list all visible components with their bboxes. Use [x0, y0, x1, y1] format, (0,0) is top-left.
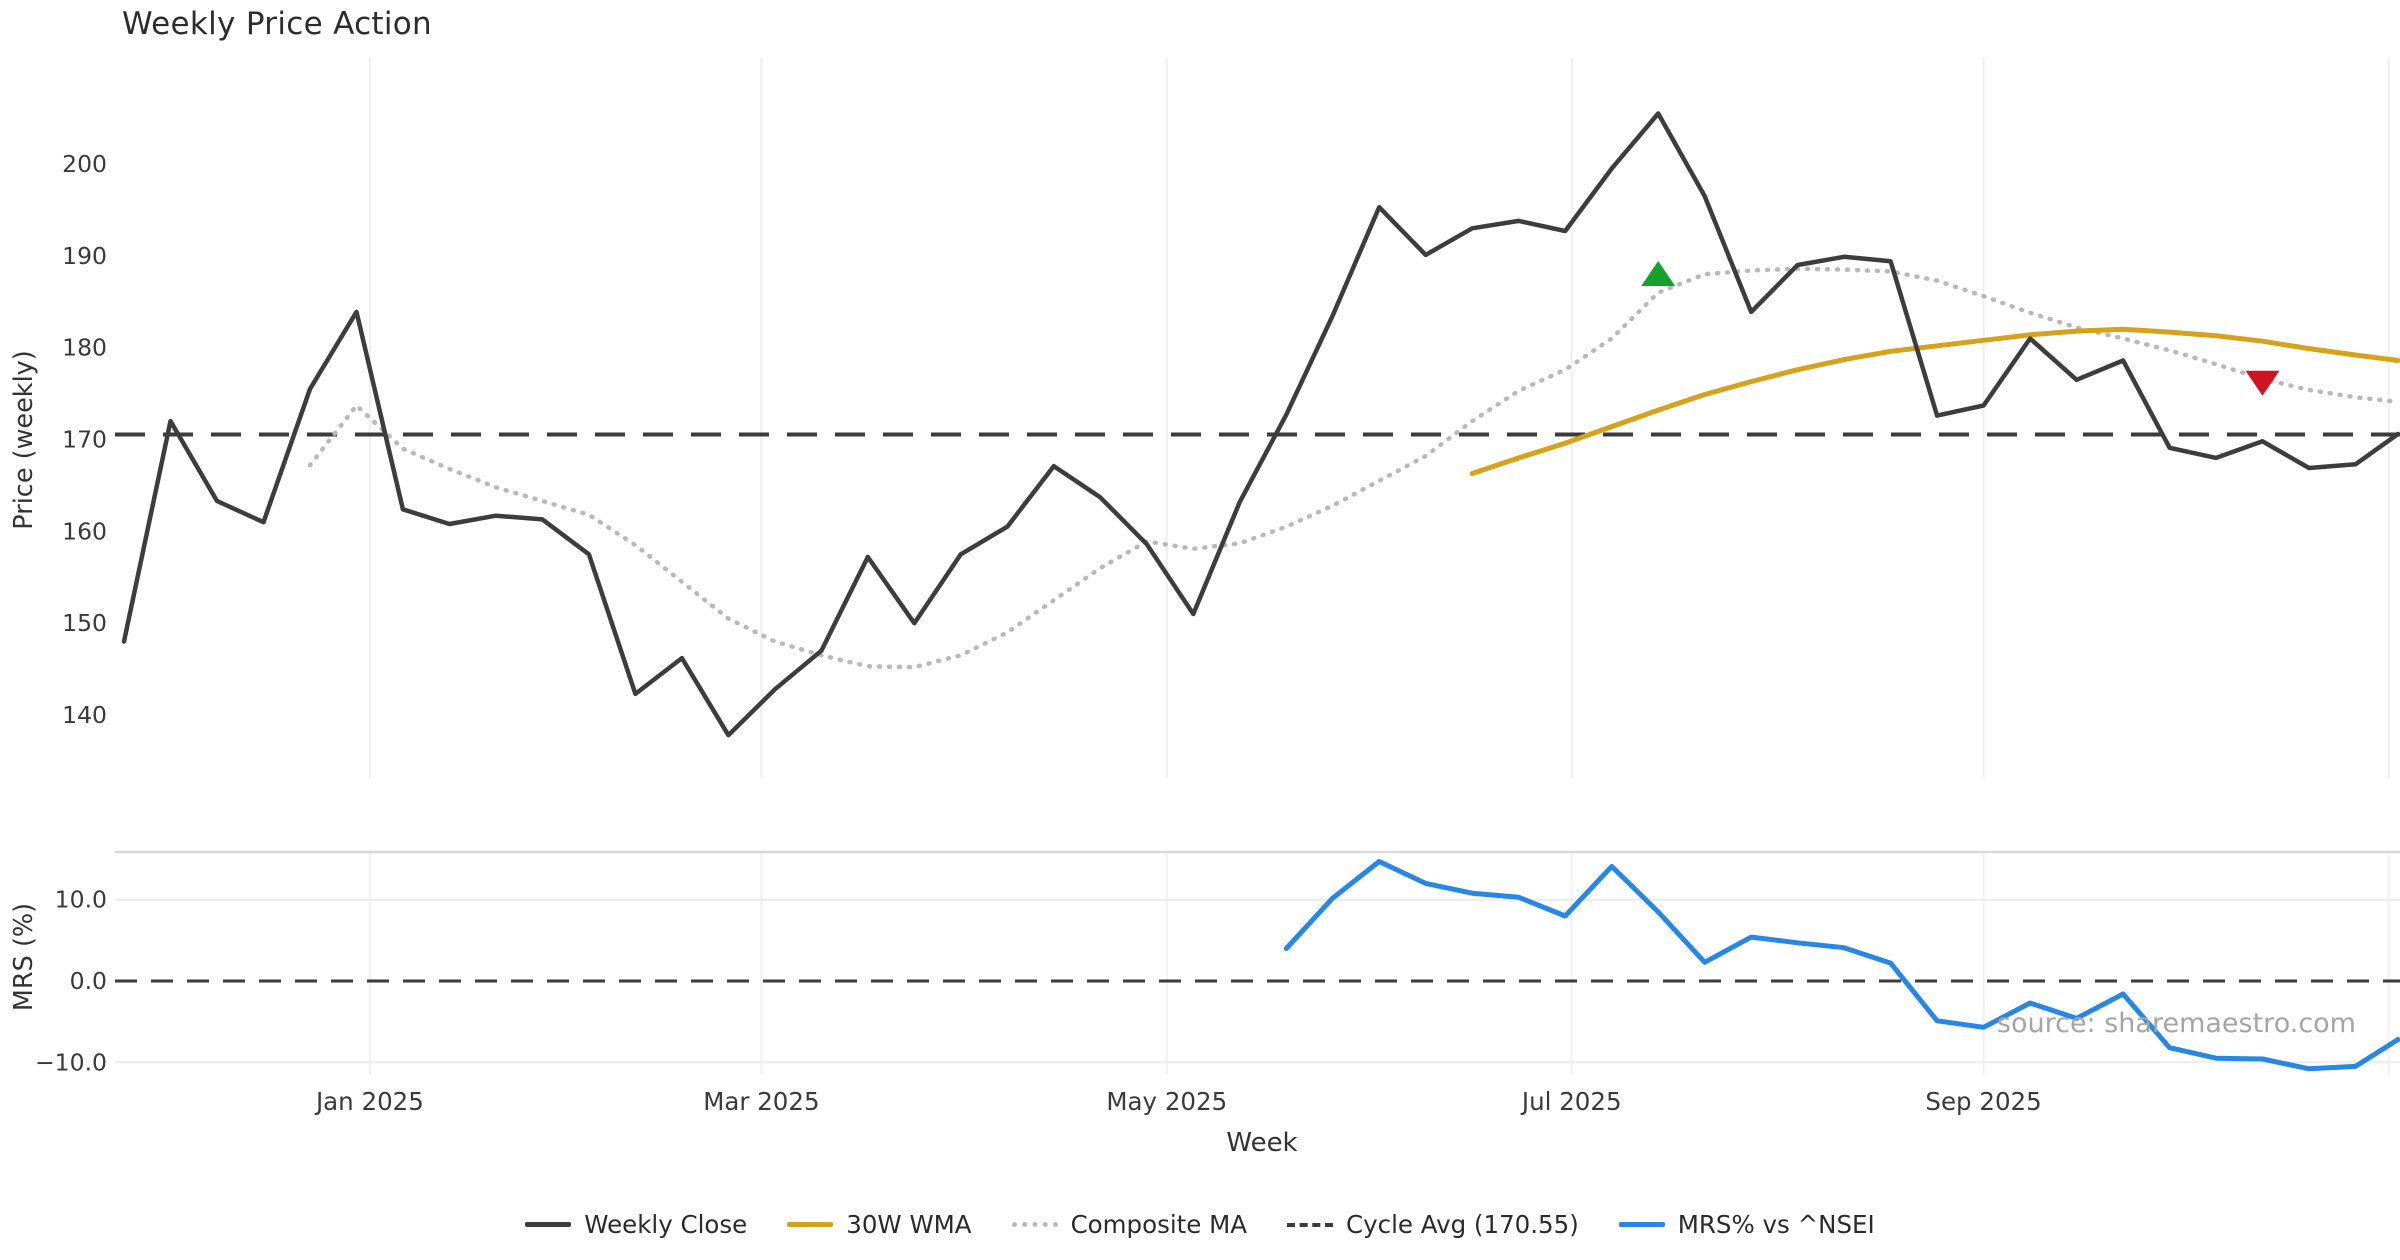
- legend-label: Weekly Close: [584, 1210, 748, 1239]
- price-y-tick-label: 160: [62, 517, 107, 545]
- mrs-y-tick-label: −10.0: [35, 1048, 107, 1076]
- mrs-y-tick-label: 10.0: [55, 886, 107, 914]
- x-axis-label: Week: [1226, 1128, 1298, 1158]
- price-y-tick-label: 180: [62, 334, 107, 362]
- legend-swatch-solid: [525, 1222, 572, 1227]
- legend-label: 30W WMA: [846, 1210, 972, 1239]
- price-y-tick-label: 190: [62, 242, 107, 270]
- page-title: Weekly Price Action: [122, 6, 433, 42]
- x-tick-label: May 2025: [1106, 1087, 1227, 1116]
- legend-item: 30W WMA: [787, 1210, 972, 1239]
- legend-swatch-dashed: [1287, 1222, 1334, 1227]
- mrs-line: [1283, 859, 2400, 1072]
- legend-item: Composite MA: [1011, 1210, 1248, 1239]
- legend-label: Composite MA: [1070, 1210, 1248, 1239]
- x-tick-label: Mar 2025: [703, 1087, 819, 1116]
- buy-signal-triangle-up-icon: [1641, 261, 1676, 286]
- x-tick-label: Jan 2025: [314, 1087, 424, 1116]
- price-axis-label: Price (weekly): [9, 350, 39, 530]
- legend-swatch-solid: [787, 1222, 834, 1227]
- x-tick-label: Jul 2025: [1520, 1087, 1622, 1116]
- source-text: source: sharemaestro.com: [1996, 1008, 2356, 1039]
- mrs-y-tick-label: 0.0: [70, 967, 107, 995]
- price-y-tick-label: 140: [62, 701, 107, 729]
- price-y-tick-label: 200: [62, 150, 107, 178]
- sell-signal-triangle-down-icon: [2245, 370, 2280, 396]
- legend-label: Cycle Avg (170.55): [1346, 1210, 1579, 1239]
- price-y-tick-label: 170: [62, 426, 107, 454]
- x-tick-label: Sep 2025: [1925, 1087, 2041, 1116]
- weekly-close-line: [121, 111, 2400, 738]
- legend-label: MRS% vs ^NSEI: [1677, 1210, 1875, 1239]
- wma-30w-line: [1469, 326, 2400, 476]
- legend-swatch-dotted: [1011, 1222, 1058, 1227]
- legend-swatch-solid: [1618, 1222, 1665, 1227]
- legend-item: Cycle Avg (170.55): [1287, 1210, 1579, 1239]
- legend: Weekly Close 30W WMA Composite MA Cycle Avg…: [120, 1210, 2280, 1239]
- price-y-tick-label: 150: [62, 609, 107, 637]
- mrs-axis-label: MRS (%): [9, 902, 39, 1012]
- composite-ma-line: [307, 266, 2400, 670]
- legend-item: MRS% vs ^NSEI: [1618, 1210, 1875, 1239]
- legend-item: Weekly Close: [525, 1210, 747, 1239]
